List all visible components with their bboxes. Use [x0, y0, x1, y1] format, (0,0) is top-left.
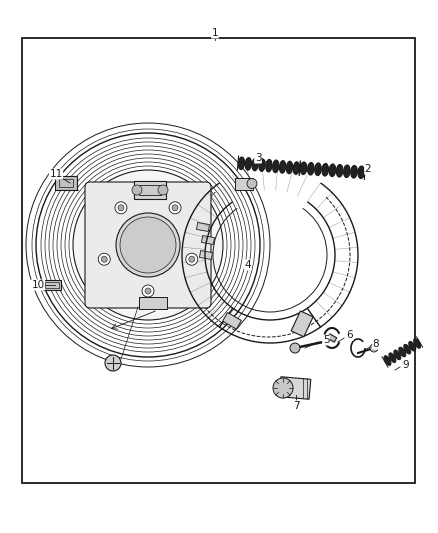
Text: 4: 4 [245, 260, 251, 270]
Text: 11: 11 [49, 169, 63, 179]
Ellipse shape [266, 159, 272, 172]
Circle shape [172, 205, 178, 211]
Text: 9: 9 [403, 360, 410, 370]
Circle shape [115, 202, 127, 214]
Circle shape [273, 378, 293, 398]
Ellipse shape [409, 342, 416, 351]
Bar [22, 38, 415, 483]
Ellipse shape [322, 164, 328, 176]
Polygon shape [223, 312, 241, 329]
Polygon shape [279, 377, 311, 399]
Ellipse shape [259, 159, 265, 172]
Polygon shape [199, 251, 212, 260]
Polygon shape [197, 222, 209, 231]
Ellipse shape [336, 165, 343, 177]
Polygon shape [139, 185, 161, 195]
Circle shape [132, 185, 142, 195]
Text: 6: 6 [347, 330, 353, 340]
Ellipse shape [413, 338, 420, 348]
Text: 8: 8 [373, 339, 379, 349]
Text: 1: 1 [212, 28, 218, 38]
Ellipse shape [245, 158, 251, 170]
Circle shape [370, 344, 378, 352]
Circle shape [116, 213, 180, 277]
Text: 3: 3 [254, 153, 261, 163]
Ellipse shape [279, 160, 286, 173]
Ellipse shape [343, 165, 350, 177]
Ellipse shape [351, 165, 357, 178]
Circle shape [145, 288, 151, 294]
Polygon shape [235, 177, 253, 190]
Circle shape [158, 185, 168, 195]
Polygon shape [327, 334, 337, 342]
Ellipse shape [389, 353, 396, 362]
Ellipse shape [399, 347, 406, 357]
Circle shape [247, 179, 257, 189]
Ellipse shape [307, 163, 314, 175]
Text: 10: 10 [32, 280, 45, 290]
Polygon shape [43, 280, 61, 290]
Ellipse shape [252, 158, 258, 171]
Ellipse shape [404, 344, 411, 354]
Ellipse shape [238, 157, 244, 169]
Ellipse shape [315, 163, 321, 175]
Circle shape [189, 256, 195, 262]
Circle shape [169, 202, 181, 214]
Circle shape [73, 170, 223, 320]
Polygon shape [134, 181, 166, 199]
Ellipse shape [384, 356, 391, 366]
Ellipse shape [272, 160, 279, 173]
Circle shape [98, 253, 110, 265]
Circle shape [186, 253, 198, 265]
Circle shape [118, 205, 124, 211]
Text: 7: 7 [293, 401, 299, 411]
Ellipse shape [329, 164, 336, 176]
Ellipse shape [394, 350, 401, 360]
Ellipse shape [358, 166, 364, 179]
Ellipse shape [286, 161, 293, 174]
Polygon shape [291, 311, 313, 337]
Circle shape [290, 343, 300, 353]
Circle shape [101, 256, 107, 262]
Ellipse shape [293, 162, 300, 174]
FancyBboxPatch shape [85, 182, 211, 308]
Text: 5: 5 [323, 335, 329, 345]
Polygon shape [55, 176, 77, 190]
Ellipse shape [300, 162, 307, 174]
Polygon shape [139, 297, 167, 309]
Circle shape [142, 285, 154, 297]
Text: 2: 2 [365, 164, 371, 174]
Polygon shape [201, 236, 215, 245]
Circle shape [105, 355, 121, 371]
Circle shape [120, 217, 176, 273]
